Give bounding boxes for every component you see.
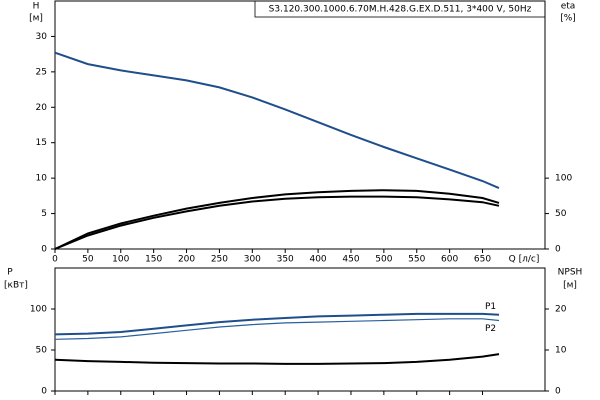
- x-tick-label: 650: [474, 255, 491, 265]
- y-label: H: [33, 2, 40, 12]
- x-tick-label: 250: [211, 255, 228, 265]
- series-label: P1: [485, 302, 496, 312]
- y-tick-label: 30: [36, 32, 48, 42]
- series-line: [54, 312, 500, 336]
- y2-tick-label: 20: [555, 305, 567, 315]
- y2-tick-label: 10: [555, 346, 567, 356]
- y-label: P: [7, 268, 13, 278]
- x-tick-label: 150: [145, 255, 162, 265]
- y-tick-label: 100: [30, 305, 47, 315]
- y-tick-label: 50: [36, 346, 48, 356]
- y2-unit: [м]: [563, 281, 577, 291]
- x-tick-label: 500: [375, 255, 392, 265]
- x-tick-label: 50: [82, 255, 94, 265]
- x-tick-label: 550: [408, 255, 425, 265]
- x-tick-label: 600: [441, 255, 458, 265]
- x-tick-label: 200: [178, 255, 195, 265]
- y-tick-label: 0: [41, 245, 47, 255]
- series-line: [54, 195, 500, 250]
- x-tick-label: 300: [244, 255, 261, 265]
- y-tick-label: 5: [41, 209, 47, 219]
- y2-tick-label: 0: [555, 387, 561, 397]
- x-tick-label: 350: [277, 255, 294, 265]
- x-tick-label: 0: [52, 255, 58, 265]
- x-tick-label: 100: [112, 255, 129, 265]
- chart-title: S3.120.300.1000.6.70M.H.428.G.EX.D.511, …: [269, 5, 532, 15]
- y-tick-label: 0: [41, 387, 47, 397]
- x-tick-label: 400: [309, 255, 326, 265]
- y-unit: [м]: [29, 14, 43, 24]
- y-unit: [кВт]: [4, 281, 28, 291]
- y-tick-label: 25: [36, 67, 47, 77]
- x-label: Q [л/с]: [509, 255, 540, 265]
- y2-tick-label: 0: [555, 245, 561, 255]
- y2-tick-label: 100: [555, 174, 572, 184]
- series-label: P2: [485, 324, 496, 334]
- y2-unit: [%]: [560, 14, 576, 24]
- y2-tick-label: 50: [555, 209, 567, 219]
- y2-label: NPSH: [558, 268, 583, 278]
- series-line: [54, 318, 500, 340]
- y2-label: eta: [561, 2, 576, 12]
- y-tick-label: 10: [36, 174, 48, 184]
- plot-frame: [54, 0, 546, 250]
- y-tick-label: 20: [36, 103, 48, 113]
- x-tick-label: 450: [342, 255, 359, 265]
- series-line: [54, 353, 500, 365]
- y-tick-label: 15: [36, 138, 47, 148]
- series-line: [54, 189, 500, 250]
- plot-frame: [54, 267, 546, 392]
- series-line: [54, 51, 500, 190]
